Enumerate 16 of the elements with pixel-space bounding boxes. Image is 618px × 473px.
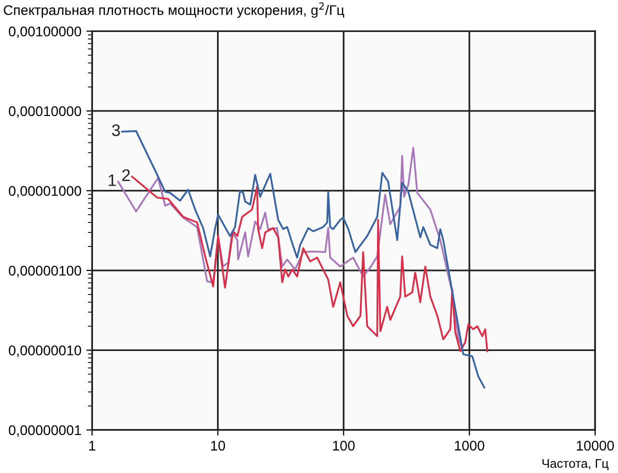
- y-tick-label: 0,00001000: [8, 186, 82, 198]
- x-tick-label: 10: [211, 440, 226, 451]
- x-axis-title: Частота, Гц: [542, 459, 608, 470]
- chart-title: Спектральная плотность мощности ускорения, g$^{2}$/Гц: [4, 2, 344, 18]
- y-tick-label: 0,00000100: [8, 266, 82, 278]
- x-tick-label: 10000: [576, 440, 614, 451]
- series-label: 1: [108, 174, 116, 186]
- series-label: 3: [112, 124, 120, 136]
- y-tick-label: 0,00010000: [8, 106, 82, 118]
- x-tick-label: 1: [89, 440, 96, 450]
- y-tick-label: 0,00100000: [8, 26, 82, 38]
- series-label: 2: [122, 169, 130, 181]
- x-tick-label: 1000: [454, 440, 484, 451]
- y-tick-label: 0,00000001: [8, 425, 81, 437]
- y-tick-label: 0,00000010: [8, 346, 82, 358]
- x-tick-label: 100: [333, 440, 355, 451]
